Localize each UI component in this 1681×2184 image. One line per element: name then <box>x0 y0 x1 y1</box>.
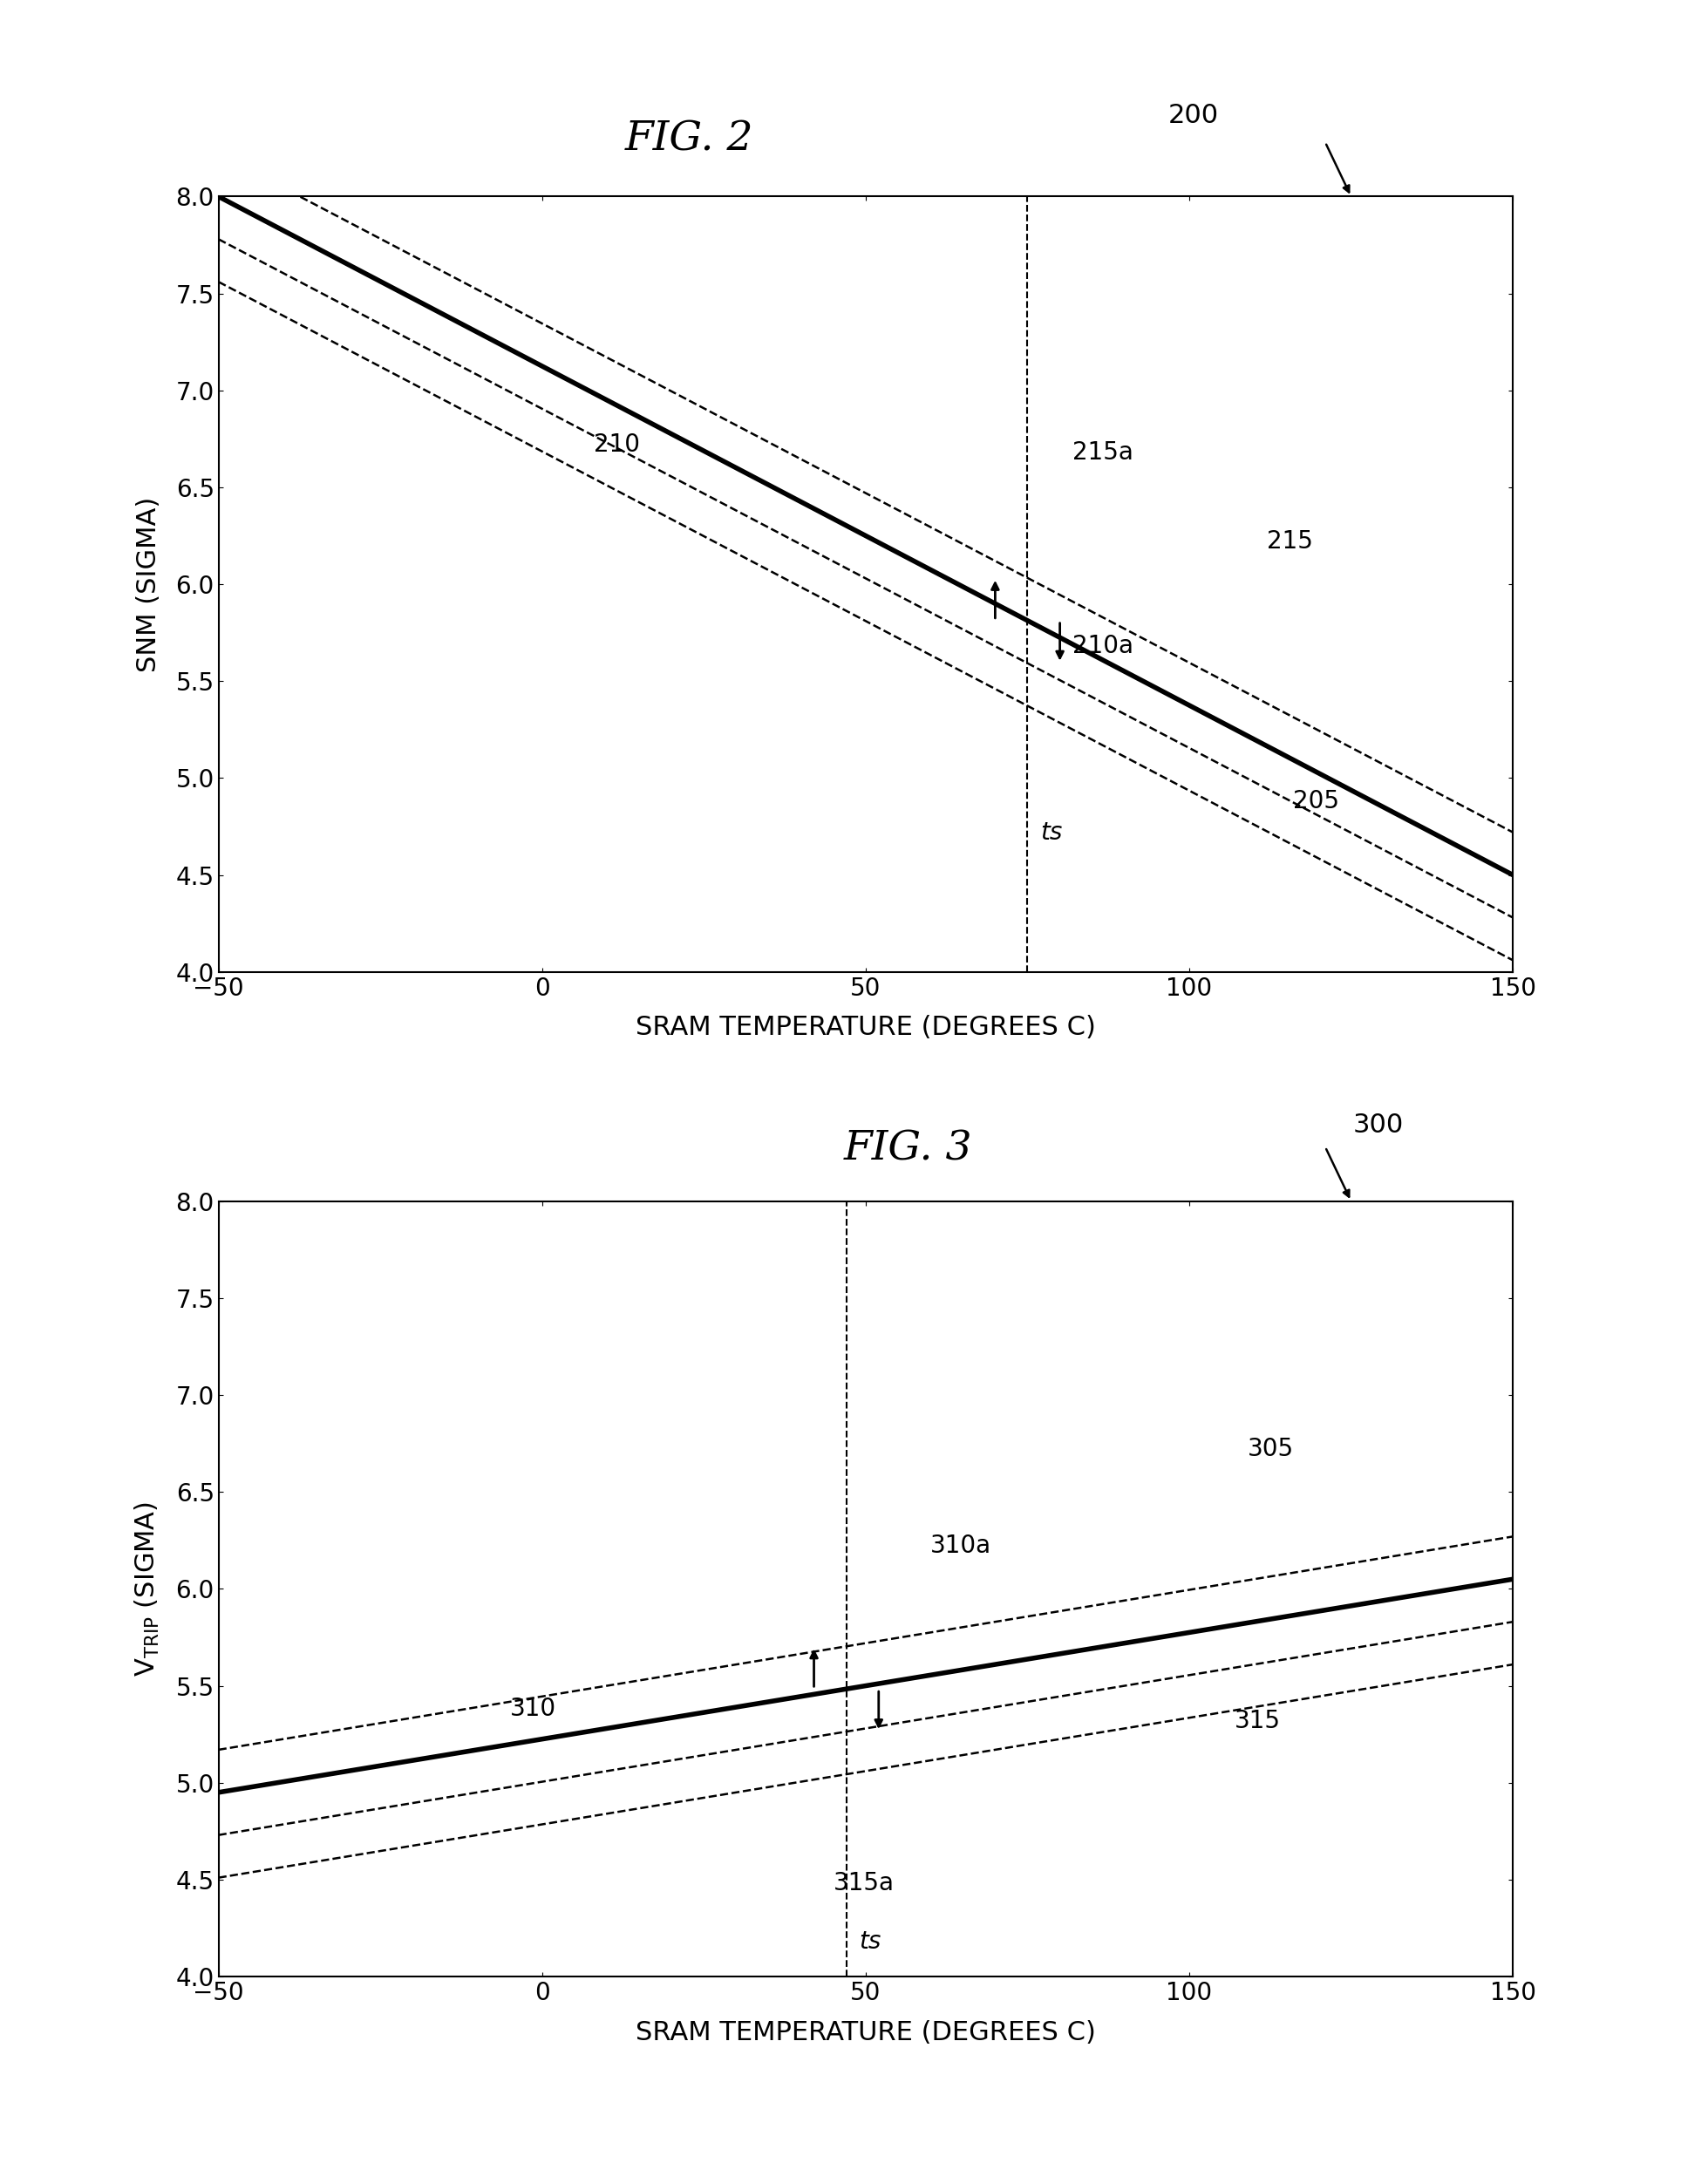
Y-axis label: V$_{\mathregular{TRIP}}$ (SIGMA): V$_{\mathregular{TRIP}}$ (SIGMA) <box>133 1500 161 1677</box>
Text: ts: ts <box>859 1928 881 1955</box>
Text: FIG. 2: FIG. 2 <box>625 120 753 159</box>
Text: 215a: 215a <box>1072 441 1133 465</box>
Text: 210a: 210a <box>1072 633 1135 657</box>
Text: 300: 300 <box>1353 1112 1404 1138</box>
Text: 315a: 315a <box>834 1872 894 1896</box>
X-axis label: SRAM TEMPERATURE (DEGREES C): SRAM TEMPERATURE (DEGREES C) <box>635 2020 1096 2044</box>
Text: 305: 305 <box>1247 1437 1294 1461</box>
Text: 315: 315 <box>1234 1708 1281 1732</box>
Text: 200: 200 <box>1168 103 1219 129</box>
Y-axis label: SNM (SIGMA): SNM (SIGMA) <box>136 496 161 673</box>
Text: 310: 310 <box>509 1697 556 1721</box>
Text: ts: ts <box>1041 821 1062 845</box>
Text: 215: 215 <box>1267 529 1313 555</box>
Text: 210: 210 <box>593 432 640 456</box>
Text: 310a: 310a <box>931 1533 992 1559</box>
X-axis label: SRAM TEMPERATURE (DEGREES C): SRAM TEMPERATURE (DEGREES C) <box>635 1016 1096 1040</box>
Text: FIG. 3: FIG. 3 <box>844 1129 972 1168</box>
Text: 205: 205 <box>1293 788 1340 812</box>
